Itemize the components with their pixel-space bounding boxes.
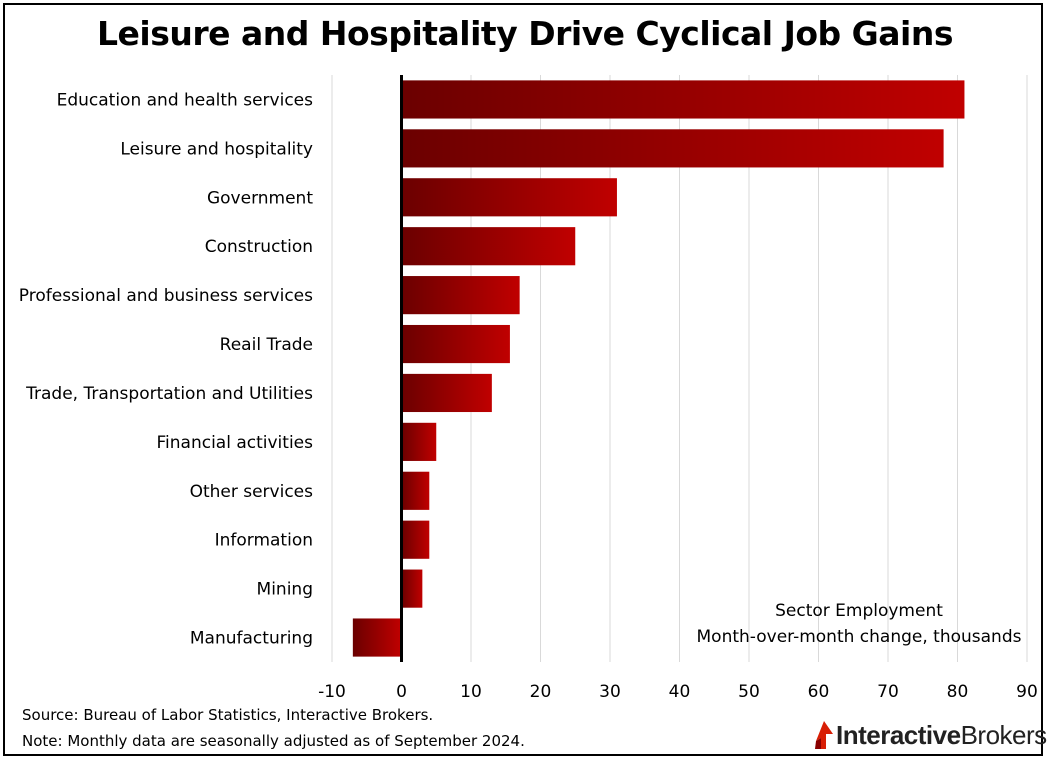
x-tick-label: 40 xyxy=(669,682,691,702)
bar xyxy=(401,422,437,461)
x-tick-label: 50 xyxy=(738,682,760,702)
bar xyxy=(352,618,402,657)
category-label: Education and health services xyxy=(57,90,314,110)
bar xyxy=(401,227,576,266)
bar xyxy=(401,276,520,315)
chart-frame xyxy=(3,3,1043,756)
bar xyxy=(401,178,617,217)
gridlines xyxy=(331,75,1028,662)
bar xyxy=(401,520,430,559)
category-label: Financial activities xyxy=(157,433,314,453)
bar xyxy=(401,373,492,413)
x-tick-label: 30 xyxy=(599,682,621,702)
x-tick-label: -10 xyxy=(318,682,346,702)
category-label: Reail Trade xyxy=(220,335,313,355)
category-label: Government xyxy=(207,188,313,208)
category-label: Leisure and hospitality xyxy=(120,139,313,159)
x-tick-label: 60 xyxy=(808,682,830,702)
bar xyxy=(401,129,944,168)
x-tick-label: 90 xyxy=(1016,682,1038,702)
category-label: Mining xyxy=(257,580,313,600)
logo-text-brokers: Brokers xyxy=(960,719,1048,750)
bar xyxy=(401,324,510,364)
chart-title: Leisure and Hospitality Drive Cyclical J… xyxy=(97,14,953,53)
logo-text-interactive: Interactive xyxy=(836,719,961,750)
x-tick-label: 0 xyxy=(396,682,407,702)
x-tick-label: 10 xyxy=(460,682,482,702)
interactive-brokers-logo: InteractiveBrokers xyxy=(815,715,1047,755)
logo-flame-icon xyxy=(815,721,833,749)
bar xyxy=(401,471,430,510)
annotation-line-1: Sector Employment xyxy=(775,601,943,621)
bars xyxy=(352,80,965,657)
x-tick-label: 80 xyxy=(947,682,969,702)
x-tick-labels: -10 0 10 20 30 40 50 60 70 80 90 xyxy=(318,682,1038,702)
category-label: Information xyxy=(215,531,313,551)
x-tick-label: 20 xyxy=(530,682,552,702)
category-label: Manufacturing xyxy=(190,629,313,649)
bar xyxy=(401,80,965,119)
annotation-line-2: Month-over-month change, thousands xyxy=(697,627,1022,647)
source-text: Source: Bureau of Labor Statistics, Inte… xyxy=(22,706,434,724)
category-label: Trade, Transportation and Utilities xyxy=(25,384,313,404)
category-label: Other services xyxy=(190,482,314,502)
category-labels: Education and health services Leisure and… xyxy=(19,90,314,648)
category-label: Professional and business services xyxy=(19,286,313,306)
x-tick-label: 70 xyxy=(877,682,899,702)
note-text: Note: Monthly data are seasonally adjust… xyxy=(22,732,525,750)
bar xyxy=(401,569,423,608)
category-label: Construction xyxy=(205,237,313,257)
